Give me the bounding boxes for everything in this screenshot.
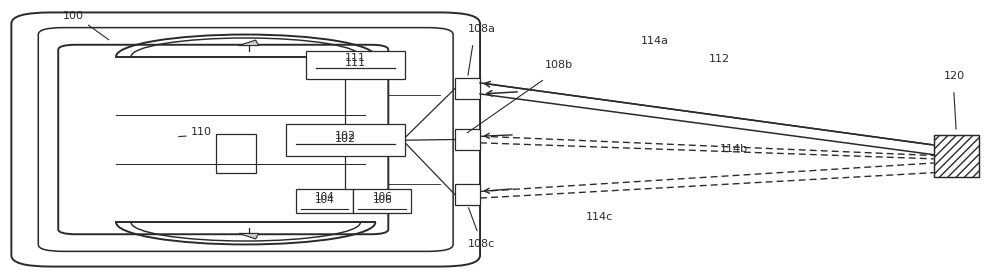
Text: 106: 106 bbox=[372, 195, 392, 205]
Bar bbox=[306, 51, 405, 79]
Text: 110: 110 bbox=[191, 127, 212, 137]
Text: 111: 111 bbox=[345, 53, 366, 63]
Bar bbox=[455, 78, 480, 99]
Text: 106: 106 bbox=[372, 192, 392, 202]
Ellipse shape bbox=[54, 46, 89, 67]
Text: 108c: 108c bbox=[468, 239, 495, 249]
Ellipse shape bbox=[353, 206, 408, 238]
Bar bbox=[455, 129, 480, 150]
Text: 108a: 108a bbox=[468, 24, 496, 34]
Ellipse shape bbox=[363, 212, 398, 233]
Text: 100: 100 bbox=[63, 11, 84, 21]
Bar bbox=[216, 134, 256, 173]
Text: 104: 104 bbox=[315, 195, 334, 205]
FancyBboxPatch shape bbox=[58, 45, 388, 234]
Bar bbox=[353, 189, 411, 213]
Text: 114c: 114c bbox=[586, 211, 613, 222]
Ellipse shape bbox=[363, 46, 398, 67]
Text: 102: 102 bbox=[335, 131, 356, 141]
Bar bbox=[286, 124, 405, 156]
Ellipse shape bbox=[54, 212, 89, 233]
Text: 108b: 108b bbox=[545, 60, 573, 70]
Text: 120: 120 bbox=[944, 71, 965, 81]
Bar bbox=[934, 135, 979, 177]
Text: 114a: 114a bbox=[641, 36, 669, 46]
Bar bbox=[296, 189, 353, 213]
Ellipse shape bbox=[44, 41, 99, 73]
Text: 102: 102 bbox=[335, 134, 356, 144]
Text: 111: 111 bbox=[345, 58, 366, 68]
Bar bbox=[455, 184, 480, 205]
Polygon shape bbox=[239, 234, 259, 239]
Bar bbox=[934, 135, 979, 177]
Text: 112: 112 bbox=[709, 54, 730, 64]
Polygon shape bbox=[239, 40, 259, 45]
Ellipse shape bbox=[353, 41, 408, 73]
Text: 104: 104 bbox=[315, 192, 334, 202]
Text: 114b: 114b bbox=[720, 144, 748, 154]
FancyBboxPatch shape bbox=[38, 28, 453, 251]
FancyBboxPatch shape bbox=[11, 13, 480, 266]
Ellipse shape bbox=[44, 206, 99, 238]
